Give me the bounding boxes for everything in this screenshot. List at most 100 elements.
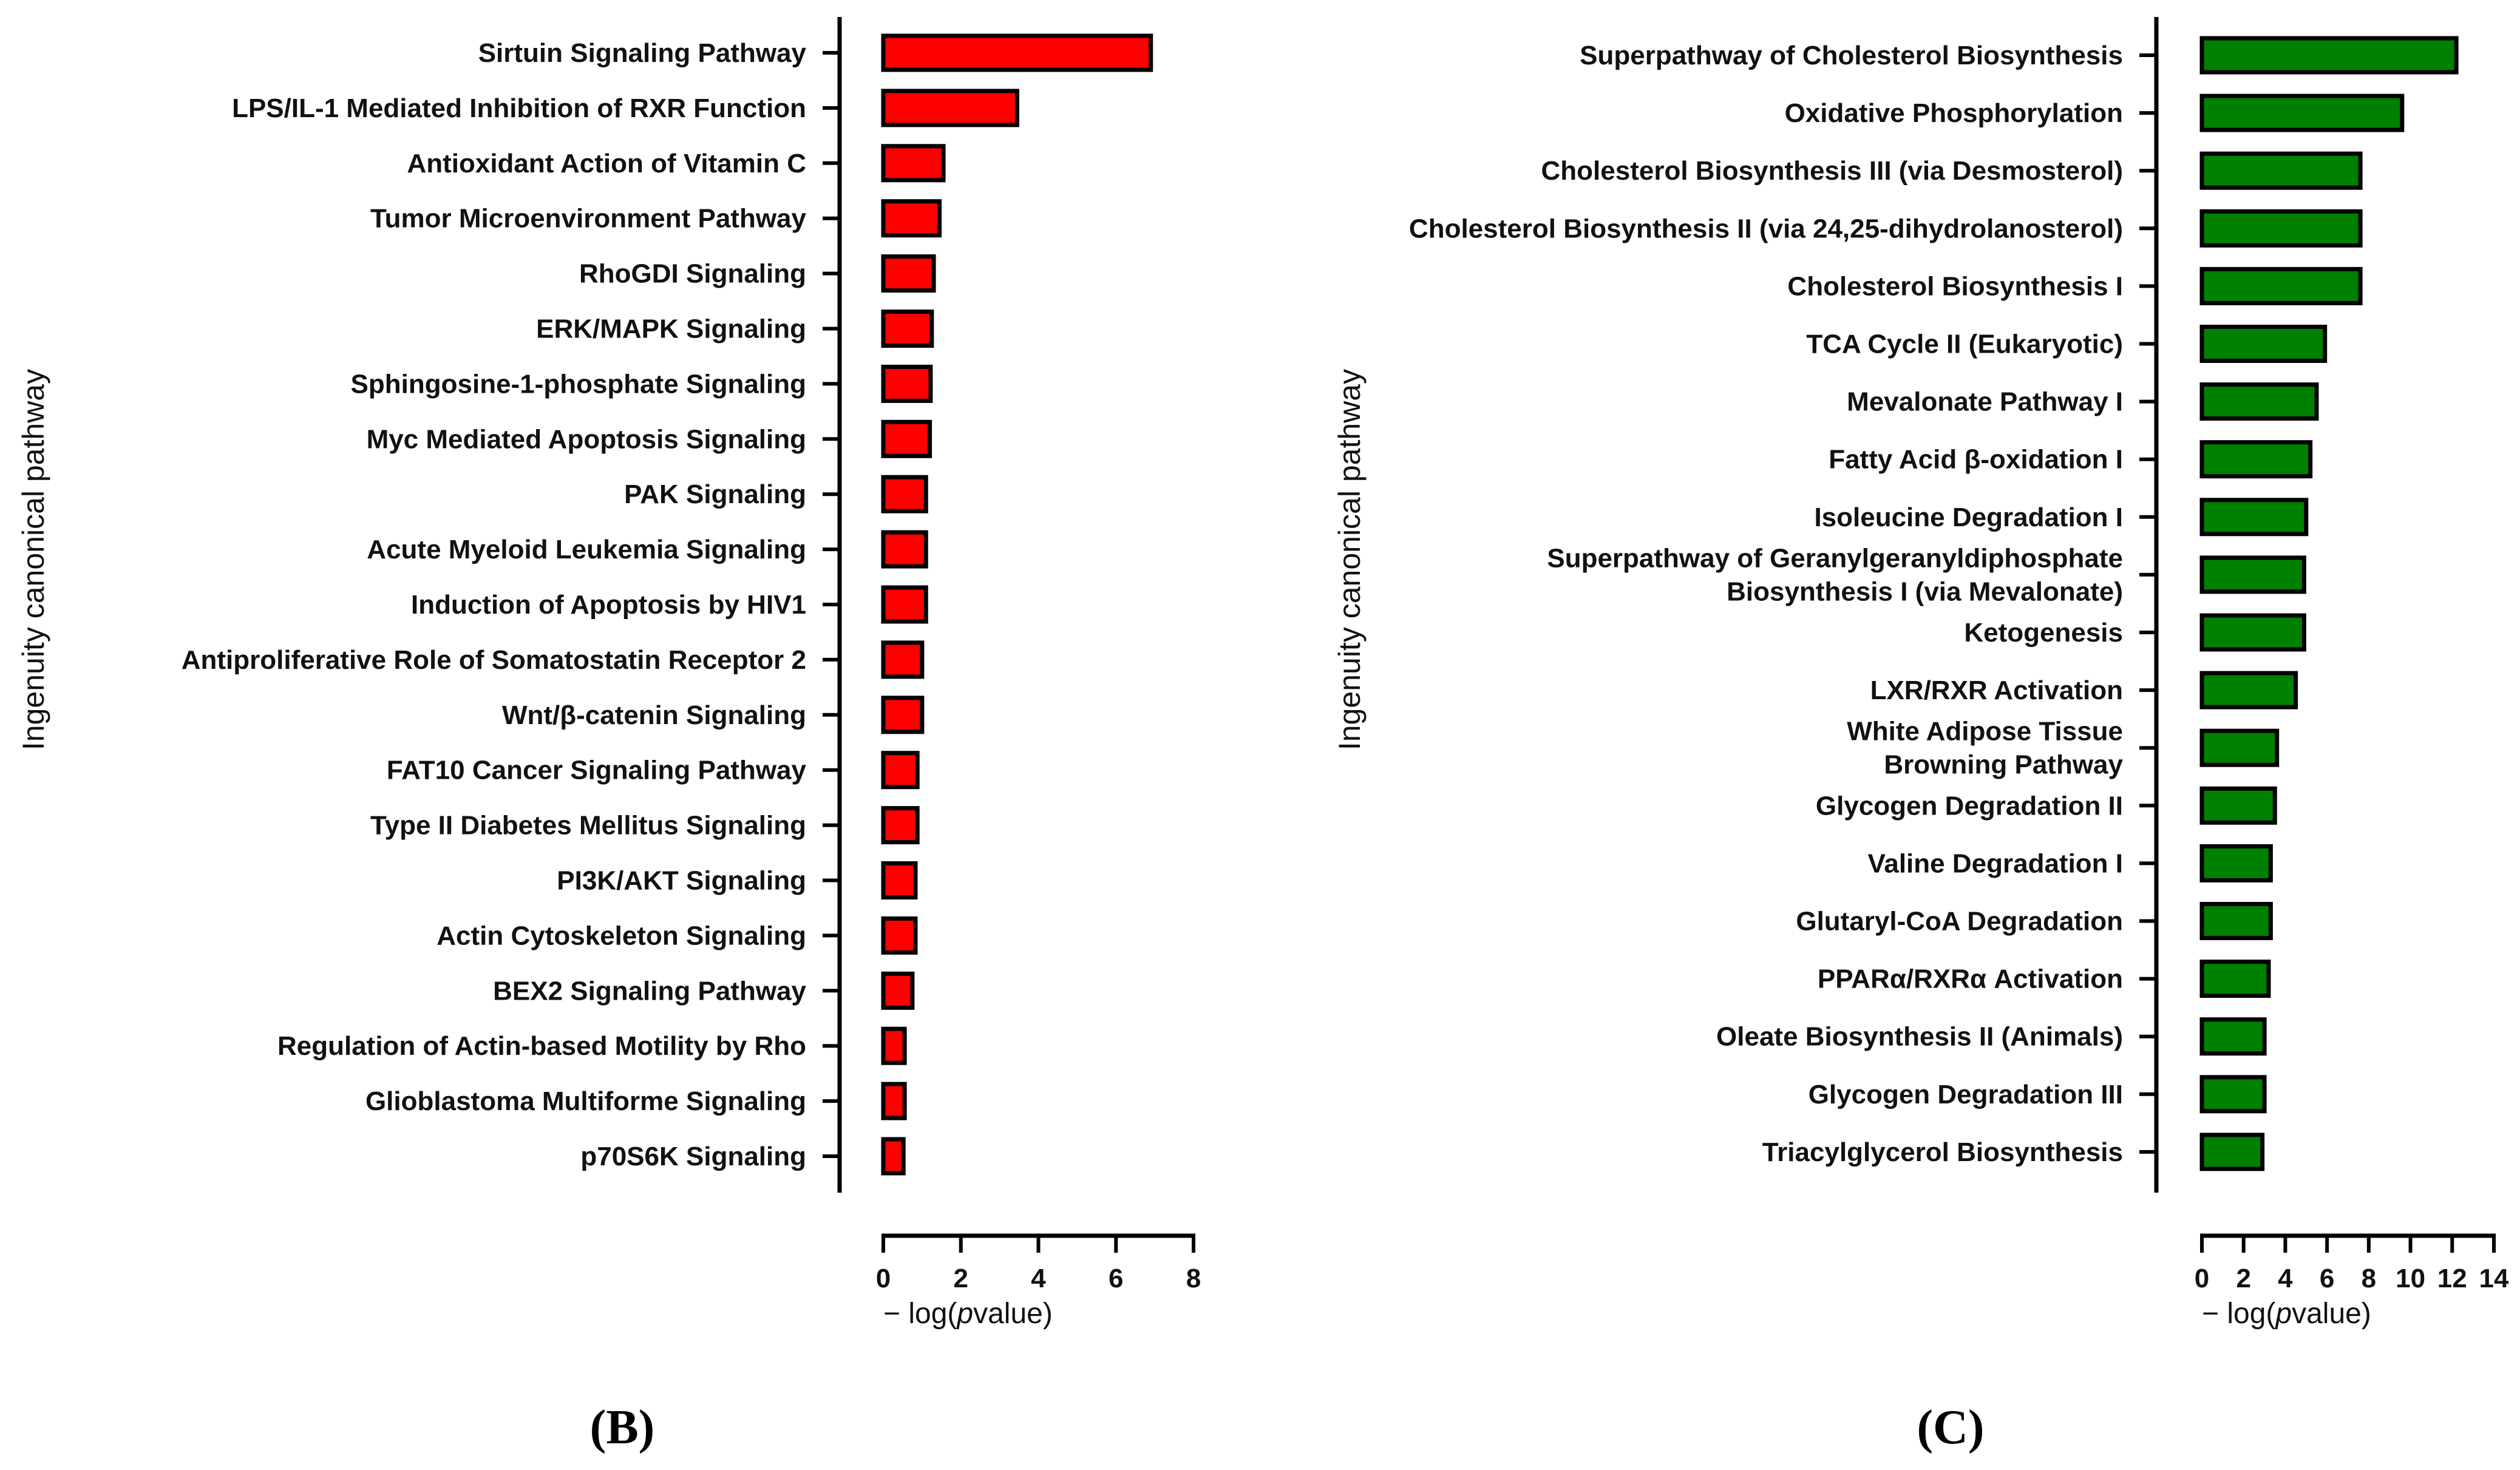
bar [2199,613,2306,652]
category-label: Cholesterol Biosynthesis I [1787,271,2123,301]
x-tick-label: 6 [2320,1264,2334,1293]
category-label: Wnt/β-catenin Signaling [502,700,806,730]
category-label: BEX2 Signaling Pathway [493,976,806,1006]
category-label: p70S6K Signaling [580,1142,806,1171]
bar [2199,555,2306,594]
bar [881,530,928,569]
bar [881,751,920,790]
x-axis-label-prefix: − log( [883,1298,957,1330]
category-label: Superpathway of Geranylgeranyldiphosphat… [1547,543,2123,606]
bar [2199,209,2363,248]
category-label-line: Type II Diabetes Mellitus Signaling [370,811,806,841]
panel-label-b: (B) [590,1401,655,1454]
bar [2199,325,2328,363]
category-label-line: White Adipose Tissue [1847,717,2123,747]
bar [2199,728,2280,767]
category-label-line: TCA Cycle II (Eukaryotic) [1806,330,2123,359]
category-label: PPARα/RXRα Activation [1818,964,2123,994]
category-label: LXR/RXR Activation [1870,676,2123,705]
category-label-line: Isoleucine Degradation I [1814,503,2123,532]
category-label-line: Glutaryl-CoA Degradation [1796,907,2123,937]
bar [881,475,928,513]
bar [881,144,946,183]
category-label-line: Wnt/β-catenin Signaling [502,700,806,730]
bar [2199,498,2309,537]
category-label: Glycogen Degradation II [1816,791,2123,821]
category-label-line: Ketogenesis [1964,618,2123,648]
bar [881,199,942,238]
x-axis-label-c: − log(pvalue) [2202,1298,2371,1330]
category-label: FAT10 Cancer Signaling Pathway [387,756,807,785]
category-label-line: Tumor Microenvironment Pathway [370,204,806,234]
bar [2199,440,2313,479]
bar [881,1026,907,1065]
x-tick-label: 14 [2479,1264,2509,1293]
x-axis-label-italic: p [956,1298,973,1330]
category-label-line: PI3K/AKT Signaling [557,866,806,896]
category-label: RhoGDI Signaling [579,259,806,289]
category-label: Valine Degradation I [1867,848,2123,878]
category-label: PI3K/AKT Signaling [557,866,806,896]
category-label: Actin Cytoskeleton Signaling [436,921,806,950]
category-label-line: PPARα/RXRα Activation [1818,964,2123,994]
x-tick-label: 10 [2396,1264,2425,1293]
x-tick-label: 0 [2195,1264,2209,1293]
category-label: Oxidative Phosphorylation [1785,98,2123,128]
category-label-line: Browning Pathway [1884,750,2123,780]
category-label-line: p70S6K Signaling [580,1142,806,1171]
category-label-line: ERK/MAPK Signaling [536,314,806,344]
bar [881,33,1153,72]
category-label: Type II Diabetes Mellitus Signaling [370,811,806,841]
category-label-line: LPS/IL-1 Mediated Inhibition of RXR Func… [232,93,806,123]
category-label: Triacylglycerol Biosynthesis [1762,1137,2123,1167]
category-label-line: Sirtuin Signaling Pathway [478,38,807,68]
category-label-line: LXR/RXR Activation [1870,676,2123,705]
category-label-line: Superpathway of Cholesterol Biosynthesis [1580,41,2123,70]
bar [881,364,933,403]
bar [881,254,936,293]
x-tick-label: 2 [954,1264,968,1293]
category-label-line: Induction of Apoptosis by HIV1 [411,590,806,620]
category-label-line: PAK Signaling [624,479,806,509]
bar [881,696,925,734]
category-label-line: Triacylglycerol Biosynthesis [1762,1137,2123,1167]
bar [2199,786,2277,825]
bar [2199,382,2319,421]
category-label-line: Sphingosine-1-phosphate Signaling [351,369,806,399]
category-label-line: Glycogen Degradation III [1808,1080,2123,1109]
category-label: Acute Myeloid Leukemia Signaling [367,535,806,564]
category-label: White Adipose Tissue Browning Pathway [1847,717,2123,780]
category-label-line: Cholesterol Biosynthesis I [1787,271,2123,301]
category-label: Induction of Apoptosis by HIV1 [411,590,806,620]
category-label: Myc Mediated Apoptosis Signaling [367,424,806,454]
category-label-line: Regulation of Actin-based Motility by Rh… [277,1031,806,1061]
category-label: Cholesterol Biosynthesis III (via Desmos… [1541,156,2123,186]
category-label: Mevalonate Pathway I [1847,387,2123,417]
category-label: Glioblastoma Multiforme Signaling [365,1086,806,1116]
bar [2199,960,2271,998]
x-axis-label-suffix: value) [2292,1298,2371,1330]
bar [2199,93,2405,132]
category-label: Glutaryl-CoA Degradation [1796,907,2123,937]
category-label-line: Cholesterol Biosynthesis III (via Desmos… [1541,156,2123,186]
bar [881,916,918,955]
category-label-line: Valine Degradation I [1867,848,2123,878]
category-label: Isoleucine Degradation I [1814,503,2123,532]
bar [881,971,915,1010]
y-axis-label-c: Ingenuity canonical pathway [1333,369,1367,750]
x-axis-label-b: − log(pvalue) [883,1298,1053,1330]
category-label: PAK Signaling [624,479,806,509]
category-label: Sphingosine-1-phosphate Signaling [351,369,806,399]
category-label: TCA Cycle II (Eukaryotic) [1806,330,2123,359]
y-axis-label-b: Ingenuity canonical pathway [16,369,50,750]
category-label-line: Antiproliferative Role of Somatostatin R… [182,645,806,675]
x-tick-label: 12 [2437,1264,2467,1293]
category-label-line: Glycogen Degradation II [1816,791,2123,821]
category-label-line: Oleate Biosynthesis II (Animals) [1716,1022,2123,1052]
category-label: LPS/IL-1 Mediated Inhibition of RXR Func… [232,93,806,123]
bar [881,89,1019,127]
category-label: ERK/MAPK Signaling [536,314,806,344]
bar [881,310,934,348]
category-label-line: Myc Mediated Apoptosis Signaling [367,424,806,454]
